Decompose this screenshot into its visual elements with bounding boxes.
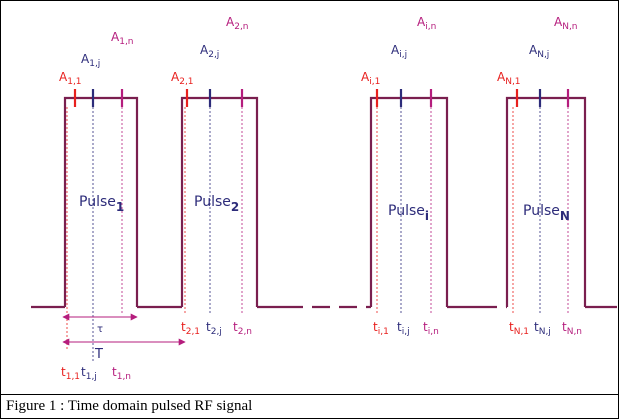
pulse-1-t-mid: t1,j (81, 365, 97, 382)
pulse-1-a-first: A1,1 (59, 70, 82, 87)
pulse-n-t-first: tN,1 (509, 320, 529, 337)
period-label: T (94, 347, 103, 362)
pulse-1-a-last: A1,n (111, 30, 134, 47)
pulse-n-a-last: AN,n (554, 15, 578, 32)
pulse-n-a-mid: AN,j (529, 43, 549, 60)
pulse-diagram: τ T A1,1 A1,j A1,n Pulse1 t1,1 t1,j t1,n… (1, 1, 618, 394)
pulse-i-a-last: Ai,n (417, 15, 436, 32)
pulse-1-markers (67, 89, 122, 363)
pulse-i-a-first: Ai,1 (361, 70, 380, 87)
pulse-i-t-last: ti,n (423, 320, 439, 337)
pulse-2-t-last: t2,n (233, 320, 252, 337)
pulse-n-t-last: tN,n (562, 320, 582, 337)
pulse-1-label: Pulse1 (79, 194, 124, 214)
pulse-1-t-first: t1,1 (61, 365, 80, 382)
pulse-1-a-mid: A1,j (81, 52, 100, 69)
pulse-i-t-mid: ti,j (397, 320, 410, 337)
pulse-i-markers (377, 89, 431, 313)
pulse-2-a-mid: A2,j (200, 43, 219, 60)
pulse-2-a-first: A2,1 (171, 70, 194, 87)
pulse-n-markers (513, 89, 568, 313)
pulse-2-label: Pulse2 (194, 194, 239, 214)
pulse-2-t-mid: t2,j (206, 320, 222, 337)
pulse-i-a-mid: Ai,j (391, 43, 407, 60)
pulse-n-t-mid: tN,j (534, 320, 551, 337)
pulse-2-a-last: A2,n (226, 15, 249, 32)
pulse-1-t-last: t1,n (112, 365, 131, 382)
pulse-2-t-first: t2,1 (181, 320, 200, 337)
pulse-n-label: PulseN (523, 203, 570, 223)
pulse-i-label: Pulsei (388, 203, 429, 223)
pulse-i-t-first: ti,1 (373, 320, 389, 337)
figure-caption: Figure 1 : Time domain pulsed RF signal (1, 394, 618, 418)
pulse-width-label: τ (97, 324, 103, 335)
pulse-n-a-first: AN,1 (497, 70, 521, 87)
